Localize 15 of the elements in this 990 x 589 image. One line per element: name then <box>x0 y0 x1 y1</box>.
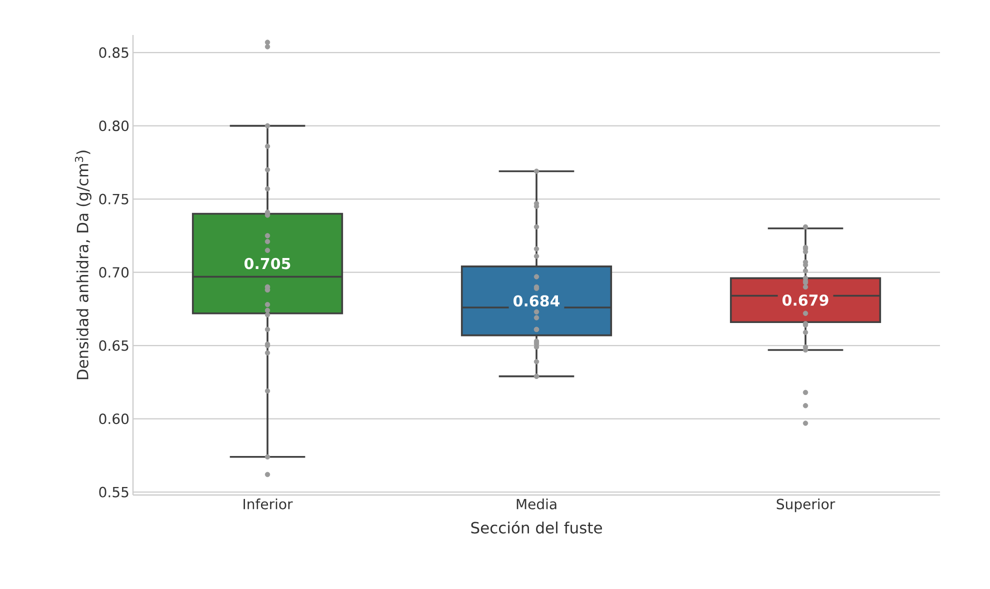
y-tick-label: 0.85 <box>99 47 128 58</box>
x-axis-title: Sección del fuste <box>471 520 602 534</box>
y-axis-title: Densidad anhidra, Da (g/cm$^{3}$) <box>74 150 92 380</box>
x-tick-label: Inferior <box>244 498 293 510</box>
x-tick-label: Superior <box>776 498 836 512</box>
annotation: 0.684 <box>514 295 560 307</box>
y-tick-label: 0.70 <box>99 267 129 278</box>
y-tick-label: 0.75 <box>99 194 128 204</box>
annotation: 0.679 <box>782 294 828 306</box>
y-tick-label: 0.55 <box>99 486 128 498</box>
annotation: 0.705 <box>244 258 290 270</box>
y-tick-label: 0.60 <box>99 414 129 424</box>
y-tick-label: 0.80 <box>99 120 129 132</box>
y-tick-label: 0.65 <box>99 340 128 351</box>
x-tick-label: Media <box>516 498 556 510</box>
